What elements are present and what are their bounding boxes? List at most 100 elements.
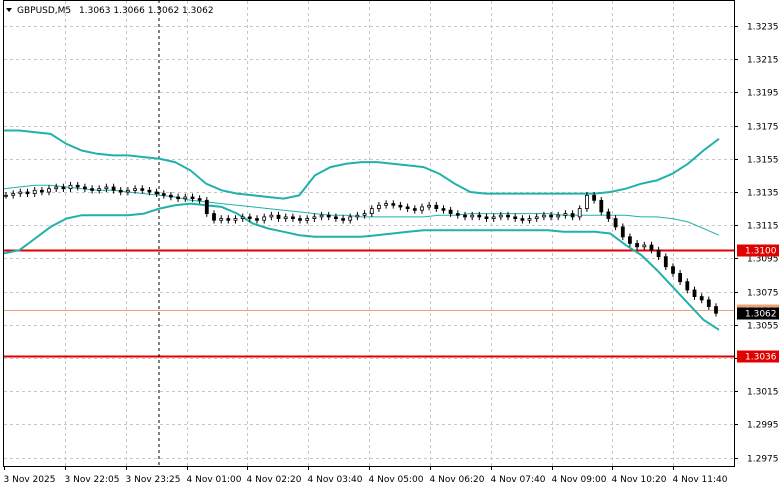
candle-body [369,208,374,215]
candle-body [699,296,704,301]
y-tick-label: 1.3095 [747,255,779,265]
candle-body [498,214,503,218]
candle-body [219,218,224,221]
candle [255,215,259,224]
candle-body [247,216,252,219]
horizontal-levels [4,249,734,358]
candle-body [18,191,23,195]
candle-body [204,199,209,215]
candle [4,192,8,199]
candle [692,286,697,300]
candle-body [168,194,173,198]
ohlc-label: 1.3063 1.3066 1.3062 1.3062 [79,6,214,16]
candle [126,187,130,196]
candle [635,240,639,251]
candle-body [628,236,632,244]
candle [219,215,224,224]
triangle-down-icon[interactable] [6,8,12,12]
candle-body [606,211,611,219]
level-tag-label: 1.3100 [745,247,777,257]
candle-body [333,216,338,219]
x-tick-label: 4 Nov 10:20 [612,475,667,485]
candle-body [506,214,510,218]
symbol-label: GBPUSD,M5 [17,6,71,16]
candle [111,183,116,194]
candle [484,213,489,222]
candle [90,185,94,194]
candle-body [663,256,668,268]
candle [685,278,690,294]
x-tick-label: 4 Nov 03:40 [308,475,363,485]
candle [699,293,704,304]
candle [75,182,80,191]
candle-body [68,184,73,190]
candle-body [434,204,439,210]
candle [283,213,288,222]
grid [4,1,734,466]
candle-body [570,213,575,218]
y-tick-label: 1.3235 [747,23,779,33]
candle-body [649,244,654,251]
candle-body [326,214,331,218]
candle-body [290,216,295,219]
candle [513,213,518,222]
candle [498,211,503,221]
candle-body [441,208,446,211]
candle-body [212,213,216,221]
candle-body [620,226,625,238]
candle [577,205,582,221]
candle-body [305,218,310,221]
candle [391,200,396,209]
candle [420,203,424,214]
candle-body [398,204,403,208]
candle-body [4,194,8,197]
level-price-tag: 1.3100 [737,244,779,257]
candle [678,270,682,285]
candle-body [32,189,37,195]
candle [606,208,611,222]
y-tick-label: 1.3135 [747,189,779,199]
candle-body [104,186,109,190]
candle-body [362,213,367,216]
candle [97,185,102,194]
candle-body [613,218,618,228]
candle [262,213,267,224]
candle-body [671,266,675,274]
candle [83,183,87,192]
candle [398,201,403,211]
price-axis: 1.3235 1.3215 1.3195 1.3175 1.3155 1.3135 1.31… [734,23,779,465]
bollinger-lower-line [3,202,720,331]
candle-body [491,216,496,219]
candle [197,195,202,204]
candle-body [312,216,317,219]
candle [355,211,360,221]
candle-body [255,218,259,221]
candle-body [111,186,116,191]
candle-body [126,189,130,193]
candle-body [118,189,123,193]
level-tag-box [737,350,779,363]
candle-body [25,191,30,195]
candle-body [599,199,604,213]
candle-body [47,188,51,193]
candle-body [635,243,639,248]
candle-body [61,186,66,190]
candle-body [341,218,346,221]
candle-body [412,208,417,211]
candle-body [592,194,596,201]
candle [542,211,546,221]
candle [212,210,216,224]
candle-body [405,206,410,209]
x-tick-label: 4 Nov 09:00 [552,475,607,485]
candle-body [420,206,424,211]
candle-body [427,204,432,208]
candle [326,211,331,221]
candle-body [133,188,138,191]
y-tick-label: 1.3215 [747,56,779,66]
candle [613,215,618,231]
candle [527,215,532,224]
x-tick-label: 3 Nov 2025 [4,475,56,485]
candle-body [534,216,539,219]
